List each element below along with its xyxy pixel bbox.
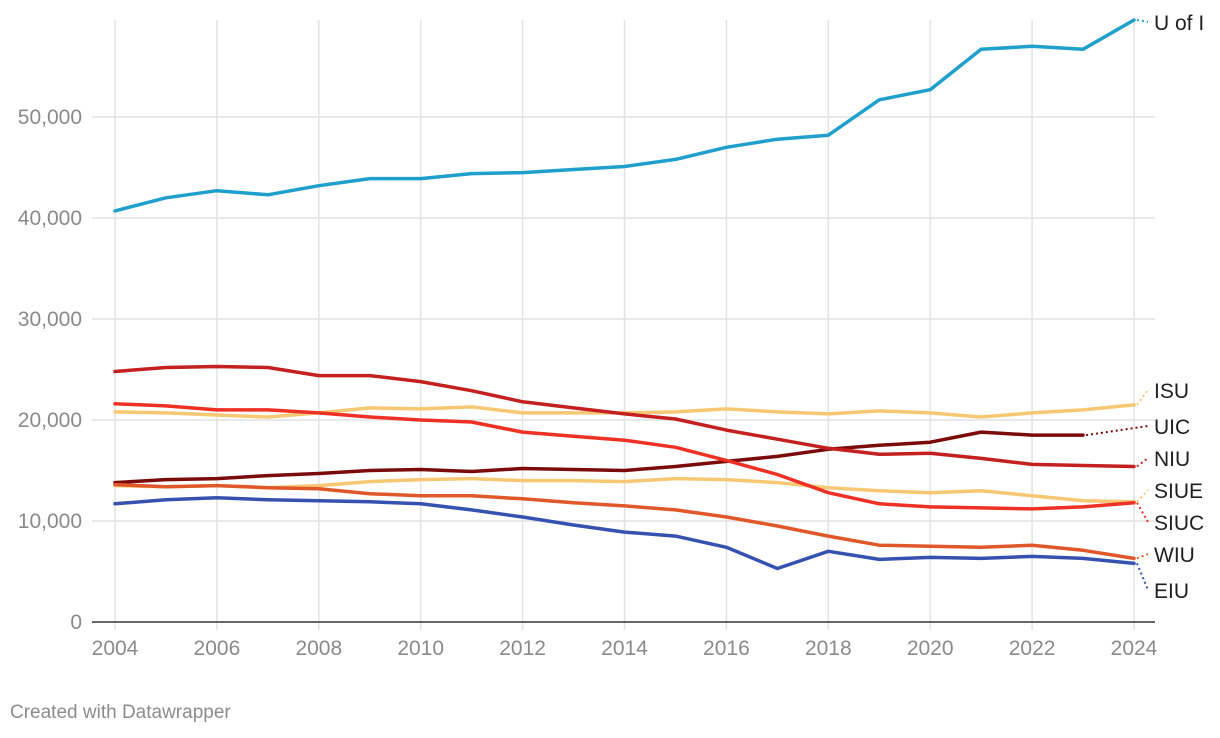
series-label-u-of-i: U of I	[1154, 12, 1204, 35]
series-label-eiu: EIU	[1154, 580, 1189, 603]
series-labels: U of I ISU UIC NIU SIUE SIUC WIU EIU	[1085, 12, 1204, 603]
x-tick-label: 2006	[194, 637, 241, 660]
series-label-wiu: WIU	[1154, 544, 1195, 567]
x-tick-label: 2010	[397, 637, 444, 660]
series-line-eiu	[113, 496, 1136, 571]
label-connector-eiu	[1136, 563, 1149, 591]
x-tick-label: 2008	[295, 637, 342, 660]
label-connector-niu	[1136, 457, 1149, 468]
y-tick-label: 10,000	[18, 510, 82, 533]
series-label-niu: NIU	[1154, 448, 1190, 471]
x-tick-label: 2018	[805, 637, 852, 660]
label-connector-uic	[1085, 425, 1149, 437]
label-connector-siue	[1136, 489, 1149, 503]
label-connector-siuc	[1136, 502, 1149, 523]
x-tick-label: 2014	[601, 637, 648, 660]
series-line-niu	[113, 364, 1136, 469]
y-tick-label: 50,000	[18, 106, 82, 129]
y-tick-label: 0	[70, 611, 82, 634]
label-connector-u-of-i	[1136, 19, 1149, 23]
x-tick-label: 2004	[92, 637, 139, 660]
x-tick-label: 2012	[499, 637, 546, 660]
series-label-siuc: SIUC	[1154, 512, 1204, 535]
label-connector-wiu	[1136, 553, 1149, 560]
line-chart: 0 10,000 20,000 30,000 40,000 50,000 2004 2006 2…	[18, 12, 1204, 660]
axes: 0 10,000 20,000 30,000 40,000 50,000 2004 2006 2…	[18, 106, 1158, 660]
series-line-u-of-i	[113, 18, 1136, 213]
label-connector-isu	[1136, 389, 1149, 406]
x-tick-label: 2022	[1009, 637, 1056, 660]
x-tick-label: 2024	[1111, 637, 1158, 660]
series-line-wiu	[113, 482, 1136, 561]
series-label-isu: ISU	[1154, 380, 1189, 403]
x-tick-label: 2020	[907, 637, 954, 660]
series-label-siue: SIUE	[1154, 480, 1203, 503]
series-lines	[113, 18, 1136, 571]
series-label-uic: UIC	[1154, 416, 1190, 439]
credit-text: Created with Datawrapper	[10, 702, 231, 723]
y-tick-label: 20,000	[18, 409, 82, 432]
x-tick-label: 2016	[703, 637, 750, 660]
series-line-siuc	[113, 402, 1136, 511]
gridlines	[92, 20, 1155, 630]
y-tick-label: 30,000	[18, 308, 82, 331]
series-line-uic	[113, 430, 1085, 485]
y-tick-label: 40,000	[18, 207, 82, 230]
